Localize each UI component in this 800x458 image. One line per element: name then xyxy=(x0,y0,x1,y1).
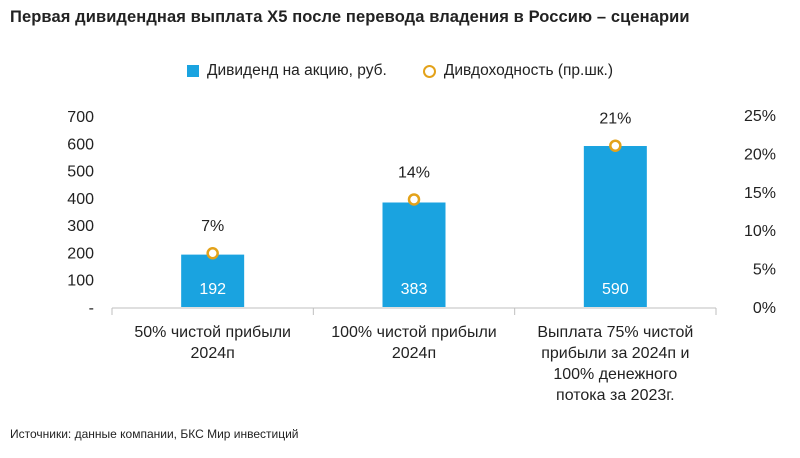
left-axis-tick-label: 600 xyxy=(67,136,94,153)
legend-label-yield: Дивдоходность (пр.шк.) xyxy=(443,62,614,79)
bar-dividend xyxy=(181,254,245,307)
yield-point xyxy=(609,139,622,152)
bar-dividend xyxy=(583,146,647,307)
legend-item-yield: Дивдоходность (пр.шк.) xyxy=(422,62,614,80)
right-axis-tick-label: 25% xyxy=(744,108,776,125)
right-axis-tick-label: 0% xyxy=(753,300,776,317)
bar-value-label: 192 xyxy=(199,281,226,298)
category-label: 2024п xyxy=(191,345,235,362)
legend-item-dividend: Дивиденд на акцию, руб. xyxy=(186,62,387,80)
bar-dividend xyxy=(382,202,446,307)
category-label: Выплата 75% чистой xyxy=(537,324,693,341)
left-axis-tick-label: 500 xyxy=(67,164,94,181)
bar-value-label: 590 xyxy=(602,281,629,298)
left-axis-tick-label: - xyxy=(89,300,94,317)
right-axis-tick-label: 10% xyxy=(744,223,776,240)
yield-label: 7% xyxy=(201,218,224,235)
legend-label-dividend: Дивиденд на акцию, руб. xyxy=(206,62,387,79)
source-note: Источники: данные компании, БКС Мир инве… xyxy=(10,427,299,441)
bar-value-label: 383 xyxy=(401,281,428,298)
category-label: 2024п xyxy=(392,345,436,362)
yield-point xyxy=(206,246,219,260)
category-label: прибыли за 2024п и xyxy=(541,345,689,362)
category-label: 50% чистой прибыли xyxy=(134,324,291,341)
right-axis-tick-label: 20% xyxy=(744,146,776,163)
category-label: потока за 2023г. xyxy=(556,387,675,404)
left-axis-tick-label: 100 xyxy=(67,273,94,290)
legend-dot-swatch xyxy=(422,64,436,78)
left-axis-tick-label: 700 xyxy=(67,109,94,126)
yield-point xyxy=(407,193,421,206)
left-axis-tick-label: 300 xyxy=(67,218,94,235)
legend-bar-swatch xyxy=(186,65,199,77)
yield-label: 14% xyxy=(398,164,430,181)
right-axis-tick-label: 5% xyxy=(753,262,776,279)
category-label: 100% чистой прибыли xyxy=(331,324,497,341)
chart-title: Первая дивидендная выплата Х5 после пере… xyxy=(10,8,690,26)
right-axis-tick-label: 15% xyxy=(744,185,776,202)
legend: Дивиденд на акцию, руб. Дивдоходность (п… xyxy=(0,62,800,80)
yield-label: 21% xyxy=(599,111,631,128)
category-label: 100% денежного xyxy=(553,366,677,383)
left-axis-tick-label: 400 xyxy=(67,191,94,208)
left-axis-tick-label: 200 xyxy=(67,245,94,262)
